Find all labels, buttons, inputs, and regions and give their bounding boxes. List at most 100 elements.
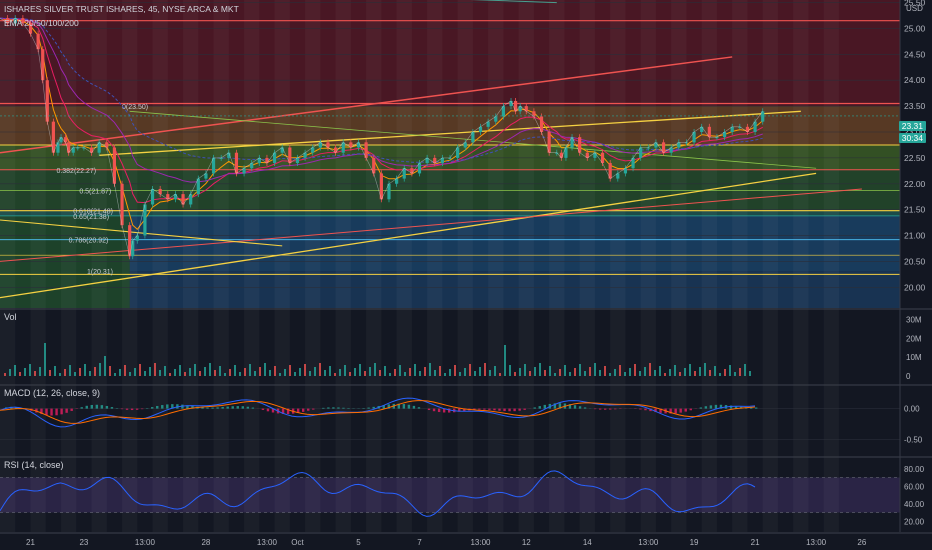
volume-bar — [319, 363, 321, 376]
candle-body — [395, 178, 399, 184]
session-stripe — [671, 0, 686, 532]
candle-body — [150, 188, 155, 205]
candle-body — [51, 121, 55, 153]
volume-bar — [244, 368, 246, 376]
candle-body — [45, 80, 49, 122]
macd-histogram-bar — [644, 408, 647, 411]
candle-body — [738, 126, 742, 128]
x-tick-label: 13:00 — [806, 538, 827, 547]
candle-body — [59, 137, 63, 143]
volume-bar — [84, 364, 86, 376]
candle-body — [364, 142, 368, 158]
candle-body — [478, 126, 483, 132]
macd-tick-label: 0.00 — [904, 405, 920, 414]
macd-histogram-bar — [307, 408, 310, 411]
volume-bar — [384, 366, 386, 376]
candle-body — [707, 126, 711, 138]
volume-bar — [524, 364, 526, 376]
zone-green-left — [0, 215, 130, 308]
volume-bar — [299, 368, 301, 376]
session-stripe — [244, 0, 259, 532]
macd-histogram-bar — [523, 408, 526, 410]
volume-bar — [514, 372, 516, 376]
volume-bar — [624, 372, 626, 376]
candle-body — [234, 152, 239, 174]
candle-body — [89, 147, 94, 153]
volume-bar — [134, 368, 136, 376]
volume-bar — [179, 365, 181, 376]
macd-signal-line — [0, 400, 756, 424]
candle-body — [722, 132, 727, 138]
candle-body — [547, 132, 551, 153]
candle-body — [372, 157, 376, 174]
volume-bar — [574, 368, 576, 376]
candle-body — [173, 194, 178, 200]
macd-histogram-bar — [568, 404, 572, 409]
volume-bar — [29, 364, 31, 376]
price-tick-label: 25.50 — [904, 0, 926, 8]
volume-bar — [564, 365, 566, 376]
candle-body — [63, 137, 68, 143]
volume-bar — [189, 368, 191, 376]
symbol-title: ISHARES SILVER TRUST ISHARES, 45, NYSE A… — [4, 4, 239, 14]
candle-body — [600, 152, 605, 164]
x-tick-label: 13:00 — [135, 538, 156, 547]
candle-body — [41, 49, 45, 81]
macd-histogram-bar — [598, 408, 602, 410]
fib-level-label: 0.5(21.87) — [79, 188, 111, 195]
candle-body — [715, 137, 719, 139]
candle-body — [639, 147, 643, 158]
candle-body — [21, 18, 25, 24]
candle-body — [242, 168, 246, 174]
macd-histogram-bar — [478, 408, 481, 410]
x-tick-label: 19 — [690, 538, 699, 547]
candle-body — [67, 142, 71, 153]
volume-bar — [534, 367, 536, 376]
macd-histogram-bar — [533, 407, 536, 409]
candle-body — [318, 142, 322, 148]
session-stripe — [641, 0, 656, 532]
candle-body — [532, 111, 536, 117]
volume-bar — [289, 365, 291, 376]
candle-body — [112, 147, 117, 184]
macd-histogram-bar — [171, 404, 174, 409]
volume-bar — [9, 369, 11, 376]
price-tick-label: 24.00 — [904, 75, 926, 85]
candle-body — [570, 137, 574, 148]
candle-body — [631, 157, 635, 169]
candle-body — [513, 100, 518, 112]
trendline — [0, 172, 817, 299]
macd-histogram-bar — [246, 406, 250, 409]
macd-histogram-bar — [35, 408, 38, 413]
vol-tick-label: 10M — [906, 353, 922, 362]
ema-100-line — [0, 17, 763, 183]
candle-body — [425, 157, 429, 164]
macd-histogram-bar — [573, 405, 577, 409]
macd-histogram-bar — [261, 408, 265, 410]
macd-histogram-bar — [161, 405, 164, 409]
session-stripe — [732, 0, 747, 532]
volume-bar — [164, 366, 166, 376]
price-tick-label: 22.50 — [904, 153, 926, 163]
trendline — [470, 0, 557, 4]
volume-bar — [369, 367, 371, 376]
macd-histogram-bar — [135, 408, 139, 410]
candle-body — [13, 18, 17, 24]
macd-histogram-bar — [387, 404, 390, 409]
macd-histogram-bar — [50, 408, 53, 416]
x-tick-label: 21 — [26, 538, 35, 547]
session-stripe — [702, 0, 717, 532]
volume-bar — [414, 364, 416, 376]
volume-bar — [374, 363, 376, 376]
volume-bar — [34, 371, 36, 376]
candle-body — [326, 142, 330, 148]
macd-histogram-bar — [674, 408, 677, 414]
candle-body — [211, 157, 216, 174]
volume-bar — [294, 372, 296, 376]
volume-bar — [169, 373, 171, 376]
volume-bar — [204, 367, 206, 376]
macd-histogram-bar — [65, 408, 68, 413]
session-stripe — [61, 0, 76, 532]
